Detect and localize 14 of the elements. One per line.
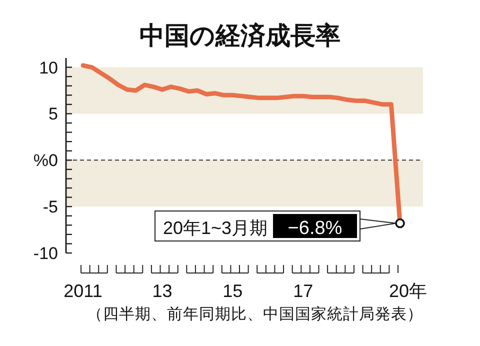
- x-tick-label: 17: [293, 281, 314, 301]
- x-tick-label: 15: [222, 281, 243, 301]
- y-tick-label: 5: [48, 104, 58, 124]
- data-label: −6.8%: [288, 218, 342, 239]
- y-tick-label: %0: [33, 151, 58, 170]
- y-tick-label: -5: [42, 198, 58, 217]
- x-tick-label: 2011: [64, 281, 102, 301]
- text: （四半期、前年同期比、中国国家統計局発表）: [87, 305, 423, 323]
- annotation: 20年1~3月期: [163, 218, 268, 238]
- x-tick-label: 20年: [388, 281, 428, 301]
- y-tick-label: -10: [33, 244, 58, 263]
- y-tick-label: 10: [39, 58, 58, 78]
- chart-title: 中国の経済成長率: [140, 22, 340, 50]
- x-tick-label: 13: [152, 281, 172, 301]
